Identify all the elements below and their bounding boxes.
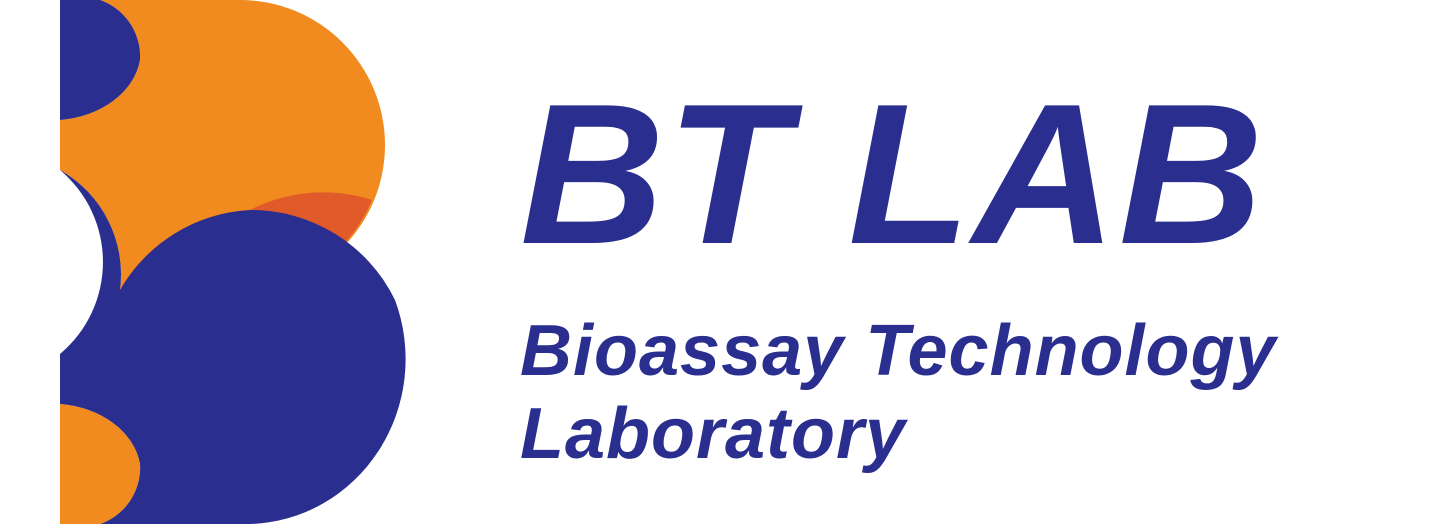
- brand-tagline: Bioassay Technology Laboratory: [520, 310, 1277, 476]
- brand-name: BT LAB: [520, 60, 1277, 290]
- tagline-line-1: Bioassay Technology: [520, 311, 1277, 391]
- logo-text-block: BT LAB Bioassay Technology Laboratory: [520, 0, 1277, 476]
- tagline-line-2: Laboratory: [520, 394, 906, 474]
- logo-container: BT LAB Bioassay Technology Laboratory: [0, 0, 1445, 524]
- logo-b-icon: [0, 0, 430, 524]
- logo-mark: [0, 0, 430, 524]
